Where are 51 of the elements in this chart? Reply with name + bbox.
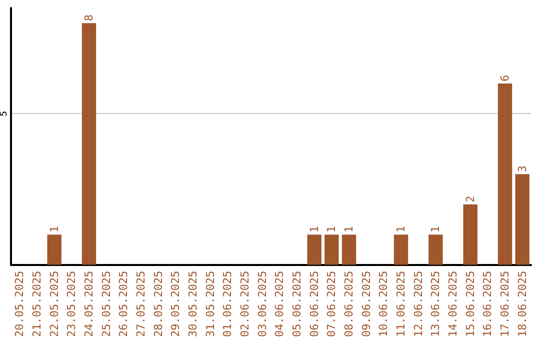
x-tick-label: 23.05.2025 — [65, 270, 78, 338]
data-label: 1 — [342, 226, 356, 233]
x-tick-label: 08.06.2025 — [342, 270, 356, 338]
x-tick-label: 20.05.2025 — [13, 270, 26, 338]
x-tick-label: 27.05.2025 — [134, 270, 148, 338]
y-tick-label: 5 — [0, 111, 10, 116]
data-label: 1 — [48, 226, 61, 233]
x-tick-label: 24.05.2025 — [82, 270, 96, 338]
x-tick-label: 26.05.2025 — [117, 270, 130, 338]
data-label: 1 — [308, 226, 321, 233]
x-tick-label: 31.05.2025 — [204, 270, 217, 338]
bar — [428, 234, 443, 265]
x-tick-label: 16.06.2025 — [481, 270, 494, 338]
x-tick-label: 04.06.2025 — [273, 270, 286, 338]
x-tick-label: 09.06.2025 — [360, 270, 373, 338]
x-tick-label: 21.05.2025 — [30, 270, 44, 338]
x-tick-label: 25.05.2025 — [100, 270, 113, 338]
x-tick-label: 06.06.2025 — [308, 270, 321, 338]
x-tick-label: 13.06.2025 — [429, 270, 442, 338]
data-label: 1 — [429, 226, 442, 233]
data-label: 2 — [464, 196, 477, 202]
x-tick-label: 18.06.2025 — [516, 270, 529, 338]
x-tick-label: 07.06.2025 — [325, 270, 338, 338]
bar — [463, 204, 478, 265]
x-tick-label: 01.06.2025 — [221, 270, 234, 338]
bar — [394, 234, 408, 265]
x-tick-label: 22.05.2025 — [48, 270, 61, 338]
data-label: 1 — [325, 226, 338, 233]
bar — [324, 234, 339, 265]
x-tick-label: 10.06.2025 — [377, 270, 390, 338]
bar — [498, 84, 512, 265]
x-tick-label: 05.06.2025 — [290, 270, 304, 338]
data-label: 3 — [516, 166, 529, 172]
x-tick-label: 03.06.2025 — [256, 270, 269, 338]
x-tick-label: 29.05.2025 — [169, 270, 182, 338]
x-tick-label: 15.06.2025 — [464, 270, 477, 338]
x-tick-label: 14.06.2025 — [446, 270, 460, 338]
bar — [82, 23, 96, 265]
x-tick-label: 30.05.2025 — [186, 270, 200, 338]
x-tick-label: 02.06.2025 — [238, 270, 252, 338]
bar — [515, 174, 530, 265]
data-label: 6 — [498, 74, 512, 82]
x-tick-label: 17.06.2025 — [498, 270, 512, 338]
x-tick-label: 12.06.2025 — [412, 270, 425, 338]
data-label: 1 — [394, 226, 408, 233]
x-tick-label: 28.05.2025 — [152, 270, 165, 338]
bar — [342, 234, 356, 265]
data-label: 8 — [82, 14, 96, 22]
bar — [307, 234, 322, 265]
bar — [47, 234, 62, 265]
x-tick-label: 11.06.2025 — [394, 270, 408, 338]
